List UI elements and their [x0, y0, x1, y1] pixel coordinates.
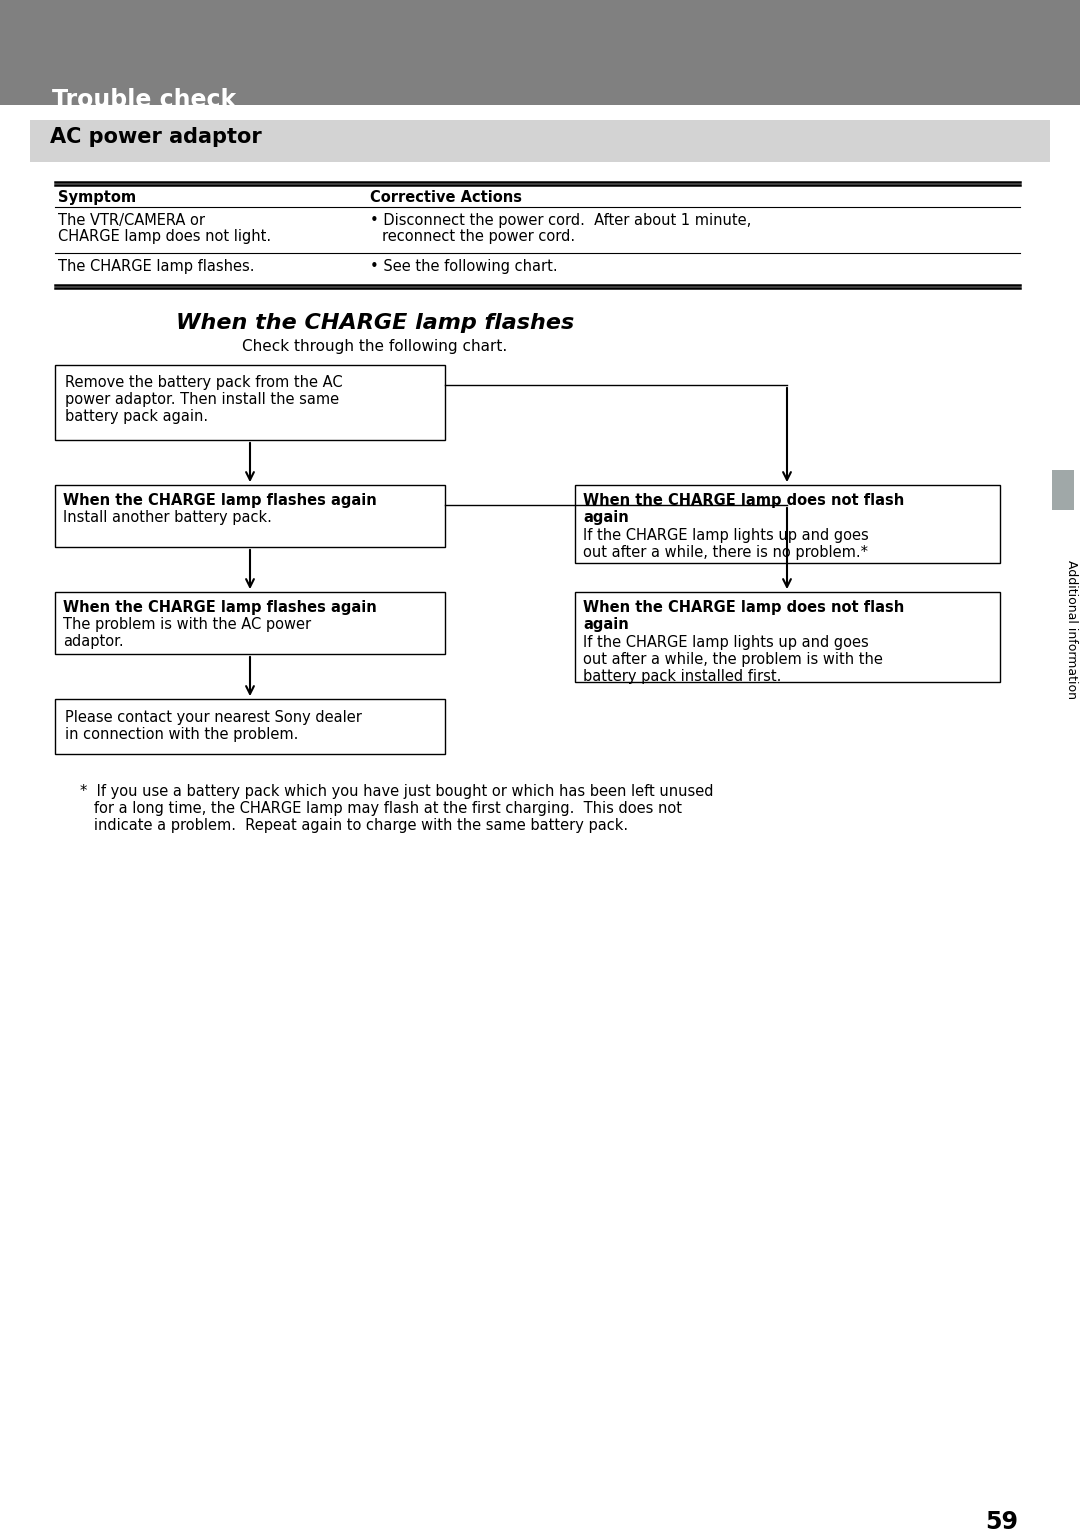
- Text: in connection with the problem.: in connection with the problem.: [65, 727, 298, 742]
- Text: reconnect the power cord.: reconnect the power cord.: [382, 228, 576, 244]
- Text: When the CHARGE lamp flashes: When the CHARGE lamp flashes: [176, 313, 575, 333]
- Text: out after a while, the problem is with the: out after a while, the problem is with t…: [583, 652, 882, 667]
- Text: adaptor.: adaptor.: [63, 635, 123, 648]
- Text: 59: 59: [985, 1510, 1018, 1533]
- Text: The CHARGE lamp flashes.: The CHARGE lamp flashes.: [58, 259, 255, 274]
- Text: Symptom: Symptom: [58, 190, 136, 205]
- Text: *  If you use a battery pack which you have just bought or which has been left u: * If you use a battery pack which you ha…: [80, 783, 714, 799]
- Text: Please contact your nearest Sony dealer: Please contact your nearest Sony dealer: [65, 710, 362, 725]
- Text: The problem is with the AC power: The problem is with the AC power: [63, 616, 311, 632]
- Text: When the CHARGE lamp flashes again: When the CHARGE lamp flashes again: [63, 599, 377, 615]
- Text: power adaptor. Then install the same: power adaptor. Then install the same: [65, 392, 339, 406]
- Text: When the CHARGE lamp does not flash: When the CHARGE lamp does not flash: [583, 494, 904, 507]
- Text: • See the following chart.: • See the following chart.: [370, 259, 557, 274]
- Bar: [575, 592, 1000, 682]
- Text: If the CHARGE lamp lights up and goes: If the CHARGE lamp lights up and goes: [583, 635, 868, 650]
- Text: When the CHARGE lamp flashes again: When the CHARGE lamp flashes again: [63, 494, 377, 507]
- Text: Install another battery pack.: Install another battery pack.: [63, 510, 272, 524]
- Bar: [1052, 471, 1074, 510]
- Text: again: again: [583, 616, 629, 632]
- Text: battery pack again.: battery pack again.: [65, 409, 208, 425]
- Bar: [55, 365, 445, 440]
- Text: CHARGE lamp does not light.: CHARGE lamp does not light.: [58, 228, 271, 244]
- Text: • Disconnect the power cord.  After about 1 minute,: • Disconnect the power cord. After about…: [370, 213, 752, 228]
- Text: Check through the following chart.: Check through the following chart.: [242, 339, 508, 354]
- Text: If the CHARGE lamp lights up and goes: If the CHARGE lamp lights up and goes: [583, 527, 868, 543]
- Text: AC power adaptor: AC power adaptor: [50, 127, 261, 147]
- Bar: [55, 484, 445, 547]
- Text: Corrective Actions: Corrective Actions: [370, 190, 522, 205]
- Bar: [55, 592, 445, 655]
- Bar: [575, 484, 1000, 563]
- Text: out after a while, there is no problem.*: out after a while, there is no problem.*: [583, 546, 868, 560]
- Bar: [55, 699, 445, 754]
- Text: again: again: [583, 510, 629, 524]
- Text: Additional information: Additional information: [1066, 561, 1079, 699]
- Text: battery pack installed first.: battery pack installed first.: [583, 668, 781, 684]
- Text: Remove the battery pack from the AC: Remove the battery pack from the AC: [65, 376, 342, 389]
- Text: Trouble check: Trouble check: [52, 87, 237, 112]
- Bar: [30, 120, 1050, 162]
- Text: When the CHARGE lamp does not flash: When the CHARGE lamp does not flash: [583, 599, 904, 615]
- Bar: [0, 0, 1080, 104]
- Text: indicate a problem.  Repeat again to charge with the same battery pack.: indicate a problem. Repeat again to char…: [80, 819, 629, 832]
- Text: for a long time, the CHARGE lamp may flash at the first charging.  This does not: for a long time, the CHARGE lamp may fla…: [80, 802, 681, 816]
- Text: The VTR/CAMERA or: The VTR/CAMERA or: [58, 213, 205, 228]
